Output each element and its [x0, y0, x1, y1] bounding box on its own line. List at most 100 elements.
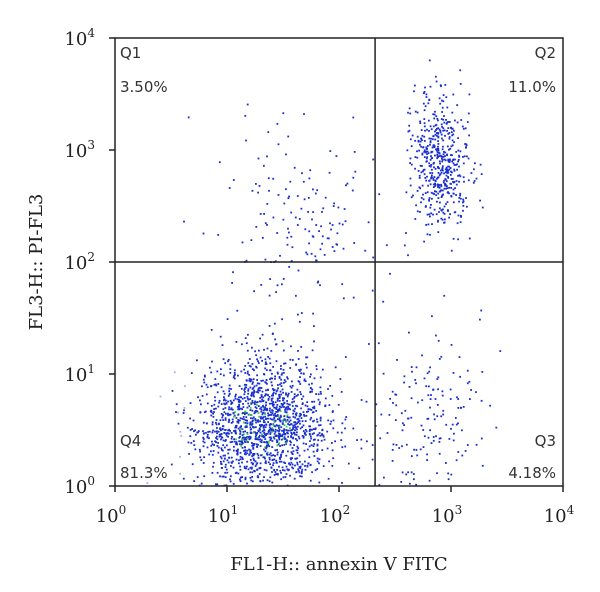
data-point	[237, 472, 240, 475]
data-point	[299, 413, 302, 416]
data-point	[419, 164, 422, 167]
data-point	[310, 373, 312, 376]
data-point	[251, 442, 253, 444]
data-point	[437, 220, 439, 223]
data-point	[300, 312, 303, 314]
data-point	[252, 419, 255, 422]
data-point	[438, 211, 440, 213]
data-point	[257, 360, 259, 363]
data-point	[270, 402, 273, 405]
data-point	[283, 431, 285, 434]
data-point	[331, 411, 334, 413]
data-point	[433, 413, 435, 416]
data-point	[480, 173, 483, 175]
data-point	[331, 246, 334, 248]
data-point	[313, 407, 316, 410]
data-point	[437, 135, 440, 138]
data-point	[259, 480, 262, 482]
data-point	[244, 446, 246, 449]
data-point	[189, 435, 192, 438]
data-point	[447, 158, 450, 161]
data-point	[309, 425, 311, 428]
data-point	[440, 185, 443, 188]
data-point	[223, 432, 226, 434]
data-point	[219, 475, 221, 478]
data-point	[332, 205, 335, 207]
data-point	[241, 408, 244, 411]
data-point	[243, 397, 246, 399]
data-point	[261, 435, 263, 438]
data-point	[290, 431, 293, 434]
data-point	[453, 211, 456, 214]
data-point	[291, 433, 293, 436]
data-point	[429, 183, 432, 186]
data-point	[308, 242, 310, 245]
data-point	[428, 162, 431, 165]
data-point	[296, 224, 299, 226]
data-point	[257, 157, 260, 160]
data-point	[445, 462, 447, 464]
data-point	[203, 381, 206, 384]
x-tick-label: 102	[320, 503, 351, 527]
data-point	[257, 389, 259, 392]
data-point	[276, 404, 279, 406]
data-point	[199, 450, 201, 453]
data-point	[311, 349, 314, 352]
data-point	[258, 436, 260, 438]
data-point	[250, 479, 253, 482]
data-point	[228, 456, 230, 459]
data-point	[242, 406, 245, 408]
data-point	[241, 397, 244, 400]
data-point	[268, 409, 271, 412]
data-point	[297, 447, 300, 450]
data-point	[293, 400, 295, 403]
data-point	[419, 120, 421, 123]
data-point	[218, 161, 221, 164]
data-point	[275, 411, 278, 413]
data-point	[305, 356, 307, 359]
data-point	[244, 372, 247, 374]
data-point	[268, 396, 271, 398]
data-point	[297, 470, 300, 472]
data-point	[216, 432, 218, 435]
data-point	[419, 140, 422, 143]
data-point	[272, 404, 274, 407]
data-point	[202, 378, 205, 381]
data-point	[293, 433, 296, 436]
data-point	[231, 408, 234, 411]
data-point	[445, 119, 447, 121]
data-point	[443, 158, 446, 161]
data-point	[276, 410, 279, 413]
data-point	[255, 419, 257, 422]
data-point	[439, 437, 442, 440]
data-point	[368, 343, 370, 345]
data-point	[246, 370, 249, 373]
data-point	[344, 220, 347, 223]
data-point	[396, 359, 398, 361]
data-point	[441, 189, 444, 192]
data-point	[292, 412, 295, 415]
data-point	[210, 444, 213, 447]
data-point	[457, 214, 460, 217]
data-point	[213, 444, 215, 446]
data-point	[263, 441, 265, 443]
data-point	[303, 198, 306, 201]
data-point	[432, 113, 435, 116]
data-point	[222, 390, 225, 393]
data-point	[304, 465, 306, 467]
data-point	[303, 415, 306, 417]
data-point	[220, 438, 222, 441]
data-point	[365, 400, 368, 403]
data-point	[224, 446, 226, 449]
data-point	[215, 483, 217, 486]
data-point	[276, 414, 279, 416]
data-point	[276, 418, 279, 421]
data-point	[244, 337, 247, 339]
data-point	[252, 444, 255, 447]
data-point	[322, 435, 325, 438]
data-point	[241, 476, 243, 478]
data-point	[443, 294, 446, 297]
data-point	[440, 355, 443, 358]
data-point	[432, 135, 435, 137]
data-point	[233, 374, 236, 377]
